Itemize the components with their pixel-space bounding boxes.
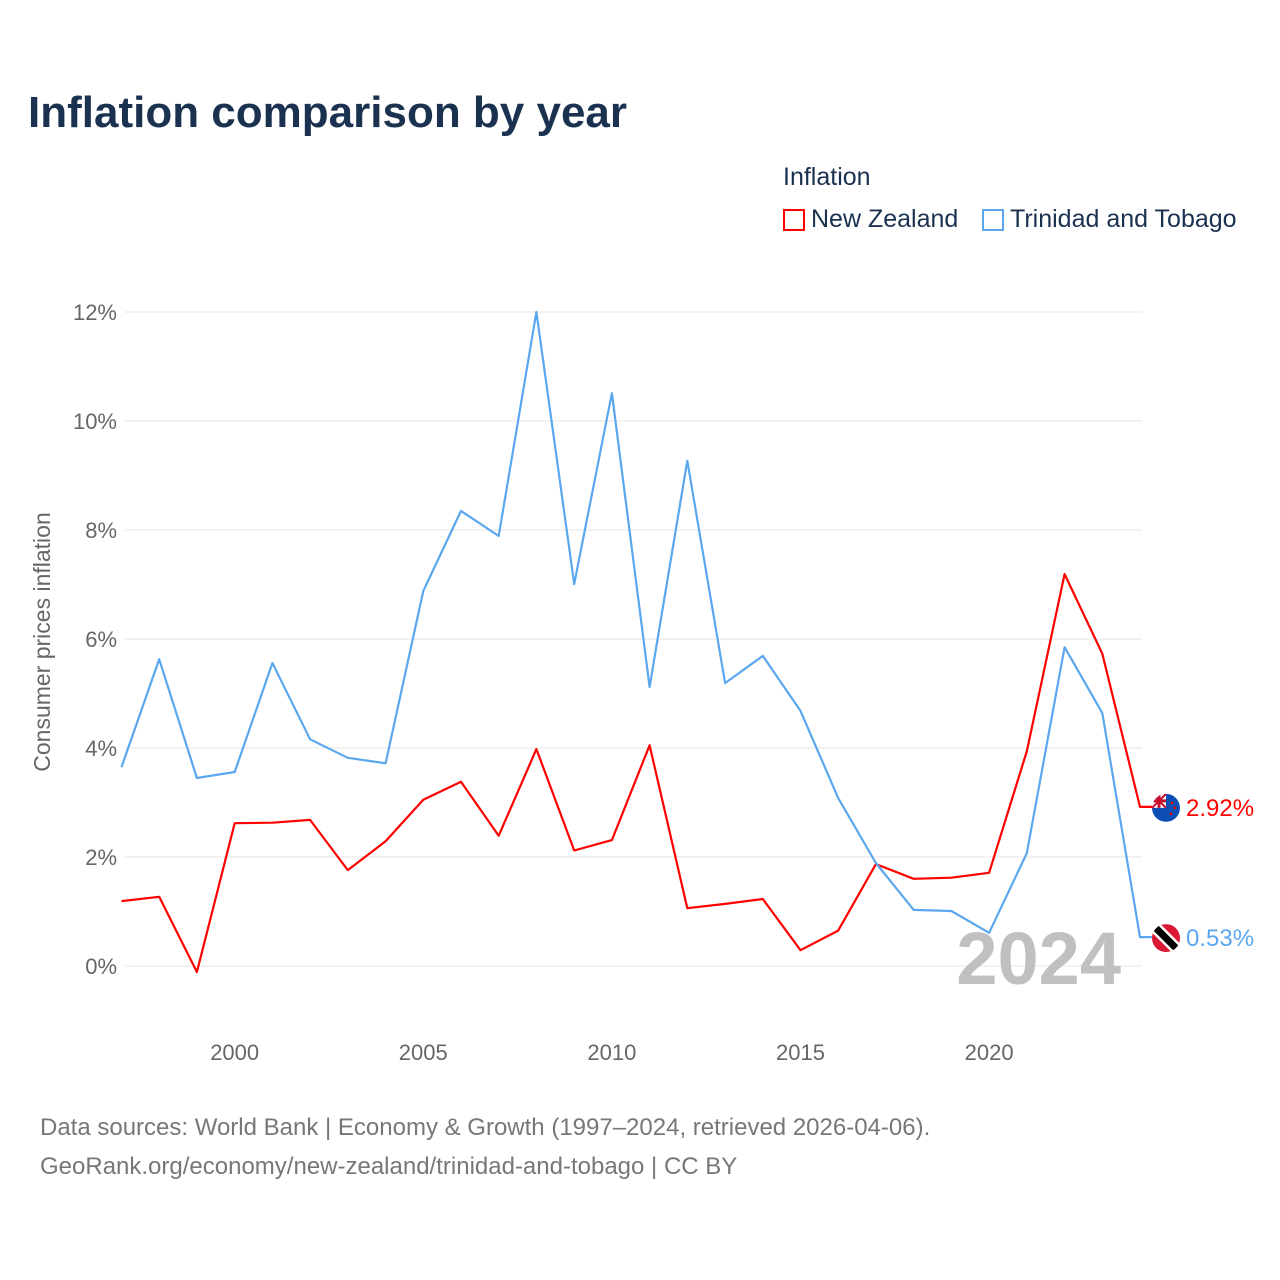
x-tick-label: 2000	[210, 1040, 259, 1065]
y-tick-label: 2%	[85, 845, 117, 870]
legend-swatch	[783, 208, 805, 231]
legend-swatch	[982, 208, 1004, 231]
source-line: Data sources: World Bank | Economy & Gro…	[40, 1114, 931, 1141]
end-value-label: 0.53%	[1186, 925, 1254, 952]
x-tick-label: 2010	[587, 1040, 636, 1065]
legend-label: Trinidad and Tobago	[1010, 205, 1237, 233]
y-tick-label: 0%	[85, 954, 117, 979]
new-zealand-flag-icon	[1152, 793, 1180, 822]
legend-title: Inflation	[783, 163, 871, 191]
y-axis-label: Consumer prices inflation	[29, 512, 55, 772]
chart-title: Inflation comparison by year	[28, 88, 628, 137]
x-tick-label: 2005	[399, 1040, 448, 1065]
y-tick-label: 12%	[73, 300, 117, 325]
x-tick-label: 2015	[776, 1040, 825, 1065]
footer-source: Data sources: World Bank | Economy & Gro…	[40, 1108, 930, 1186]
source-url[interactable]: GeoRank.org/economy/new-zealand/trinidad…	[40, 1153, 738, 1180]
y-tick-label: 8%	[85, 518, 117, 543]
series-line-trinidad-and-tobago	[120, 310, 1152, 939]
legend-label: New Zealand	[811, 205, 959, 233]
year-watermark: 2024	[956, 917, 1121, 1000]
legend-item-trinidad-and-tobago[interactable]: Trinidad and Tobago	[982, 205, 1237, 234]
series-line-new-zealand	[121, 572, 1152, 974]
y-tick-label: 4%	[85, 736, 117, 761]
y-tick-label: 10%	[73, 409, 117, 434]
x-tick-label: 2020	[965, 1040, 1014, 1065]
end-value-label: 2.92%	[1186, 795, 1254, 822]
y-tick-label: 6%	[85, 627, 117, 652]
trinidad-and-tobago-flag-icon	[1152, 924, 1180, 953]
legend-item-new-zealand[interactable]: New Zealand	[783, 205, 958, 234]
